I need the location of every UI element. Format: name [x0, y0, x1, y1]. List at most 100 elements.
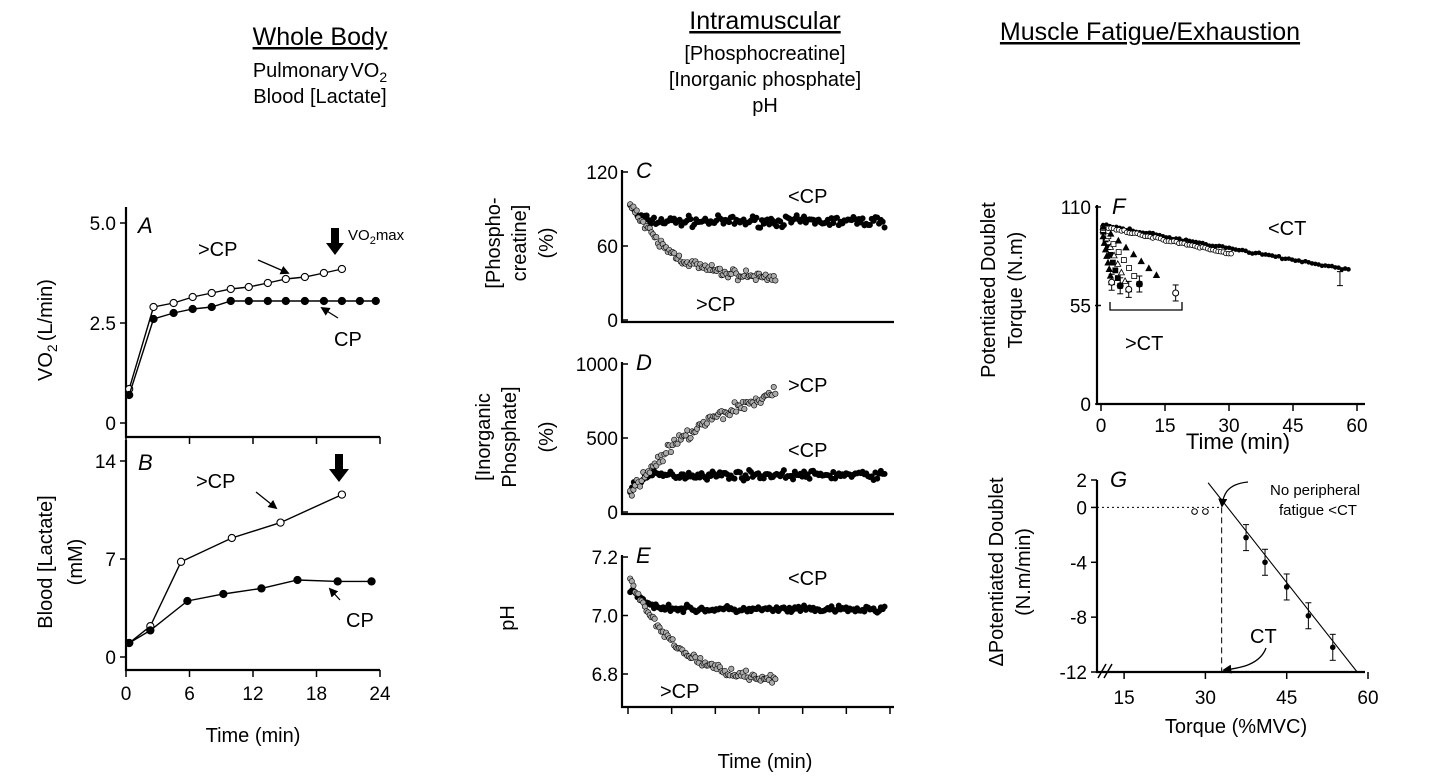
panel-f-series-above-ct-point	[1114, 260, 1122, 267]
panel-f-label: F	[1112, 194, 1127, 219]
panel-f-series-below-ct-point	[1236, 247, 1242, 253]
panel-a-arrow-below	[320, 307, 339, 319]
panel-d-series-above-cp-point	[663, 450, 670, 457]
panel-d-series-above-cp-point	[687, 435, 694, 442]
panel-e-series-below-cp-point	[881, 603, 888, 610]
panel-a-series-above-cp-line	[128, 268, 343, 390]
panel-d-series-above-cp-point	[667, 448, 674, 455]
header-whole-body: Whole Body Pulmonary VO2 Blood [Lactate]	[253, 23, 388, 108]
panel-f-annotation-upper: <CT	[1268, 218, 1306, 240]
panel-a-series-above-cp-point	[188, 292, 197, 302]
panel-e-series-above-cp-point	[651, 615, 658, 622]
panel-f-endpoint	[1125, 285, 1133, 293]
panel-d-series-above-cp-point	[659, 458, 666, 465]
panel-a-series-above-cp-point	[337, 264, 347, 274]
panel-g-note-line1: No peripheral	[1270, 482, 1360, 499]
x-tick-label: 0	[1096, 416, 1107, 437]
panel-d-series-above-cp-point	[703, 420, 710, 427]
panel-b-ylabel: Blood [Lactate]	[35, 495, 57, 628]
header-whole-body-line1: Pulmonary VO2	[253, 60, 388, 85]
panel-g-ylabel-line1: ΔPotentiated Doublet	[986, 477, 1008, 666]
x-tick-label: 60	[1357, 688, 1378, 709]
panel-d-annotation-upper: >CP	[788, 375, 827, 397]
panel-a-series-above-cp-point	[226, 284, 235, 294]
header-intramuscular-line2: [Inorganic phosphate]	[669, 69, 861, 91]
panel-a-axes	[124, 207, 380, 439]
panel-c-series-below-cp-point	[780, 222, 787, 229]
panel-c-label: C	[636, 158, 652, 183]
panel-g-above-ct-point	[1305, 612, 1312, 619]
panel-g-above-ct-point	[1329, 644, 1336, 651]
panel-e-series-above-cp-point	[772, 676, 779, 683]
panel-b-arrow-below	[328, 587, 341, 601]
panel-b-annotation-below: CP	[346, 610, 374, 632]
panel-c-series-below-cp-point	[757, 224, 764, 231]
panel-d-series-above-cp-point	[741, 405, 748, 412]
panel-g-axis-break	[1097, 663, 1113, 679]
panel-a-series-cp-point	[281, 296, 290, 306]
panel-c-series-below-cp-point	[650, 214, 657, 221]
panel-c-ylabel-line1: [Phospho-	[483, 197, 505, 288]
y-tick-label: 7.2	[592, 548, 618, 569]
panel-a-series-above-cp-point	[169, 298, 178, 308]
y-tick-label: 0	[105, 648, 116, 669]
panel-f-series-below-ct-point	[1276, 253, 1282, 259]
panel-d-series-below-cp-point	[881, 470, 888, 477]
panel-b-series-cp-point	[257, 584, 266, 593]
panel-f-series-above-ct-point	[1105, 265, 1113, 273]
panel-a-series-cp-point	[125, 390, 134, 400]
panel-c-annotation-upper: <CP	[788, 186, 827, 208]
panel-b-ylabel-unit: (mM)	[65, 539, 87, 586]
panel-e-series-below-cp-point	[665, 601, 672, 608]
panel-a-series-cp-point	[169, 308, 178, 318]
panel-f-series-above-ct-point	[1099, 223, 1107, 230]
y-tick-label: 0	[1076, 498, 1087, 519]
panel-f-series-above-ct-point	[1122, 243, 1130, 251]
panel-f-series-above-ct-point	[1129, 250, 1138, 258]
panel-c-series-below-cp-point	[773, 223, 780, 230]
panel-b-series-above-cp-point	[276, 518, 285, 527]
panel-c-series-below-cp-point	[801, 213, 808, 220]
panel-f-series-above-ct-point	[1152, 271, 1161, 278]
panel-f-endpoint	[1172, 289, 1180, 297]
panel-c-series-below-cp-point	[687, 216, 694, 223]
header-whole-body-title: Whole Body	[253, 23, 388, 51]
panel-c-series-below-cp-point	[753, 214, 760, 221]
panel-f-series-above-ct-point	[1117, 268, 1126, 276]
panel-f-series-below-ct-point	[1259, 252, 1265, 257]
panel-c-ylabel-unit: (%)	[536, 227, 558, 258]
panel-a-label: A	[136, 213, 153, 238]
panel-a-vo2max-label: VO2max	[348, 227, 405, 247]
panel-f-endpoint	[1116, 282, 1124, 290]
panel-a-series-cp-point	[188, 304, 197, 314]
panel-g-below-ct-point	[1191, 508, 1198, 515]
x-tick-label: 12	[242, 684, 263, 705]
panel-a-series-cp-point	[355, 296, 365, 306]
panel-f-ylabel-line2: Torque (N.m)	[1005, 232, 1027, 349]
y-tick-label: 0	[105, 414, 116, 435]
x-tick-label: 45	[1276, 688, 1297, 709]
header-whole-body-line2: Blood [Lactate]	[253, 86, 386, 108]
panel-b-series-cp-point	[333, 577, 342, 586]
panel-g-above-ct-point	[1283, 584, 1290, 590]
panel-f-series-below-ct-point	[1332, 265, 1338, 270]
y-tick-label: -4	[1070, 553, 1087, 574]
panel-b-xlabel: Time (min)	[206, 725, 301, 747]
panel-a-ylabel: VO2(L/min)	[35, 279, 60, 381]
panel-f-series-above-ct-point	[1100, 239, 1109, 246]
panel-d-series-above-cp-point	[674, 440, 681, 447]
panel-c-series-above-cp-point	[708, 261, 715, 268]
panel-c-series-above-cp-point	[653, 234, 660, 241]
panel-e-series-above-cp-point	[728, 665, 735, 672]
panel-b-series-cp-point	[219, 589, 228, 599]
panel-f-endpoint	[1135, 280, 1143, 288]
y-tick-label: 14	[95, 452, 117, 473]
panel-b-series-above-cp-point	[227, 533, 236, 543]
panel-d-label: D	[636, 350, 652, 375]
panel-f-series-below-ct-point	[1210, 243, 1215, 249]
panel-g-note-line2: fatigue <CT	[1279, 502, 1357, 519]
y-tick-label: 120	[586, 163, 618, 184]
panel-g-note-arrow	[1218, 481, 1249, 508]
panel-e-annotation-upper: <CP	[788, 568, 827, 590]
panel-b-max-arrow	[329, 454, 349, 482]
